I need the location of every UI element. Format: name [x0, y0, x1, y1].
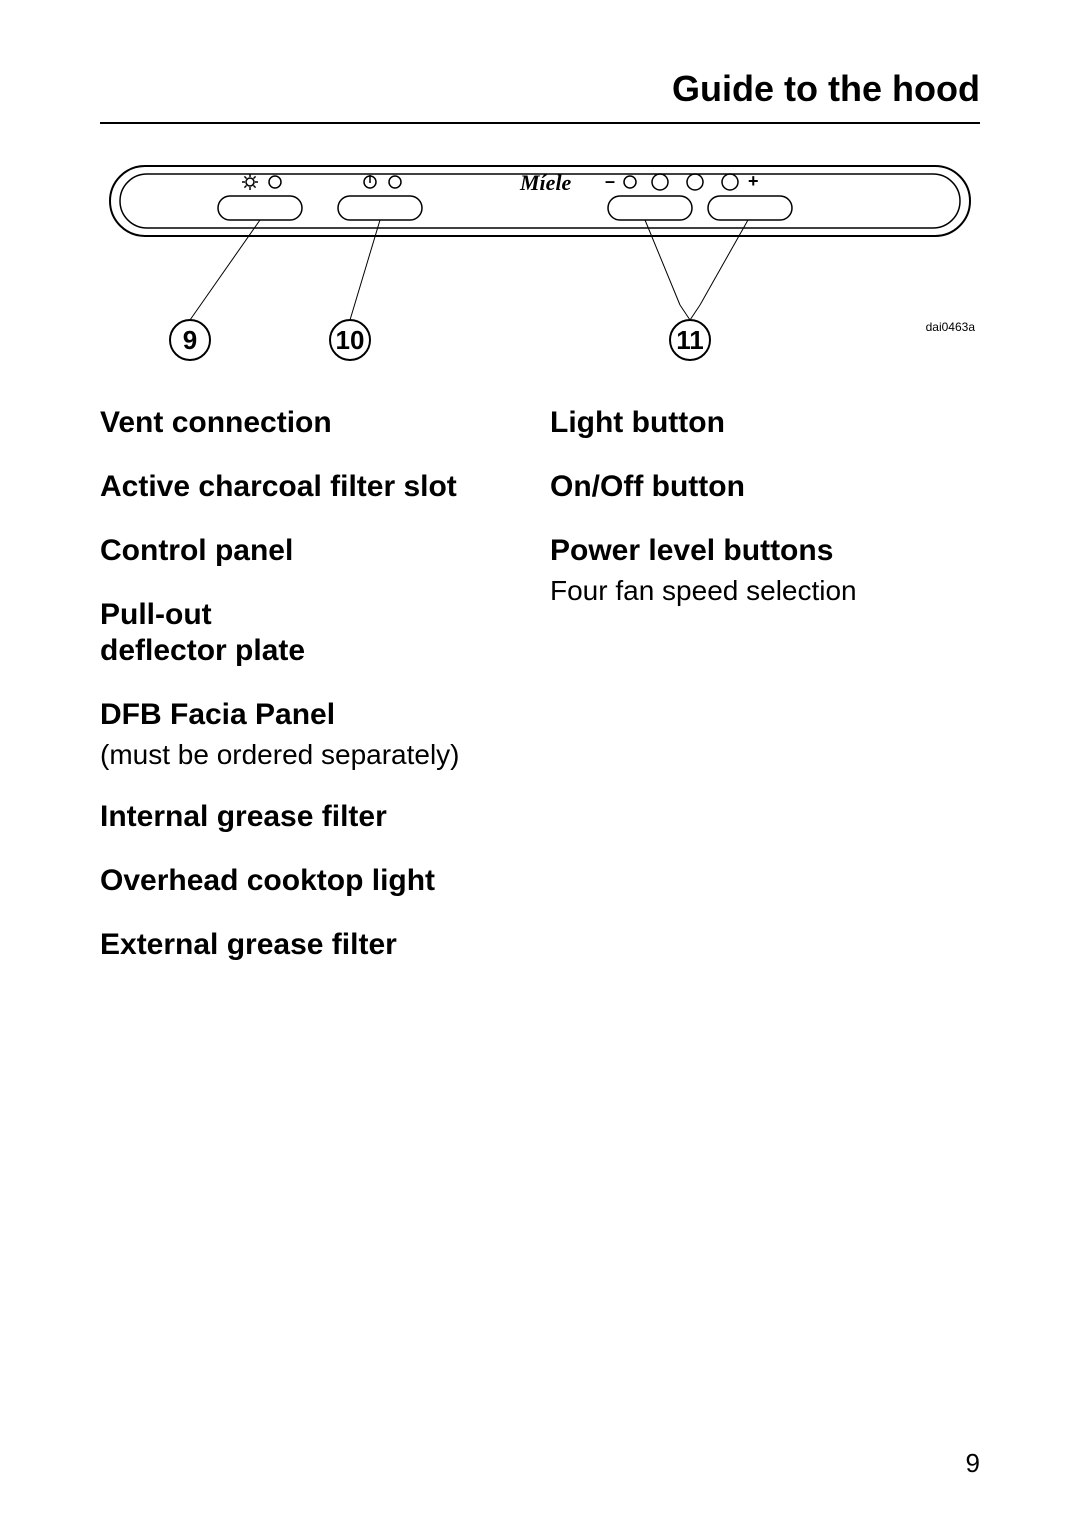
- page-title: Guide to the hood: [672, 68, 980, 110]
- list-item: Active charcoal filter slot: [100, 469, 530, 505]
- list-item: Power level buttons Four fan speed selec…: [550, 533, 980, 607]
- component-list: Vent connection Active charcoal filter s…: [100, 405, 980, 991]
- item-title: Control panel: [100, 533, 530, 569]
- item-title: Pull-out deflector plate: [100, 597, 530, 669]
- list-item: Control panel: [100, 533, 530, 569]
- callout-9: 9: [183, 325, 197, 355]
- item-sub: (must be ordered separately): [100, 739, 530, 771]
- list-item: Internal grease filter: [100, 799, 530, 835]
- item-title: Internal grease filter: [100, 799, 530, 835]
- list-item: Overhead cooktop light: [100, 863, 530, 899]
- callout-11: 11: [676, 325, 704, 355]
- plus-symbol: +: [748, 171, 759, 191]
- title-rule: [100, 122, 980, 124]
- minus-symbol: –: [605, 171, 615, 191]
- list-item: Light button: [550, 405, 980, 441]
- item-title: External grease filter: [100, 927, 530, 963]
- diagram-code: dai0463a: [926, 320, 975, 334]
- page-number: 9: [966, 1448, 980, 1479]
- callout-10: 10: [336, 325, 365, 355]
- brand-text: Míele: [519, 170, 572, 195]
- item-title: Active charcoal filter slot: [100, 469, 530, 505]
- item-title: DFB Facia Panel: [100, 697, 530, 733]
- item-title: Vent connection: [100, 405, 530, 441]
- item-title: Overhead cooktop light: [100, 863, 530, 899]
- right-column: Light button On/Off button Power level b…: [530, 405, 980, 991]
- list-item: External grease filter: [100, 927, 530, 963]
- item-title: Light button: [550, 405, 980, 441]
- item-sub: Four fan speed selection: [550, 575, 980, 607]
- list-item: Vent connection: [100, 405, 530, 441]
- left-column: Vent connection Active charcoal filter s…: [100, 405, 530, 991]
- item-title: On/Off button: [550, 469, 980, 505]
- list-item: Pull-out deflector plate: [100, 597, 530, 669]
- list-item: On/Off button: [550, 469, 980, 505]
- control-panel-diagram: Míele – + 9 10 11: [100, 160, 980, 380]
- list-item: DFB Facia Panel (must be ordered separat…: [100, 697, 530, 771]
- item-title: Power level buttons: [550, 533, 980, 569]
